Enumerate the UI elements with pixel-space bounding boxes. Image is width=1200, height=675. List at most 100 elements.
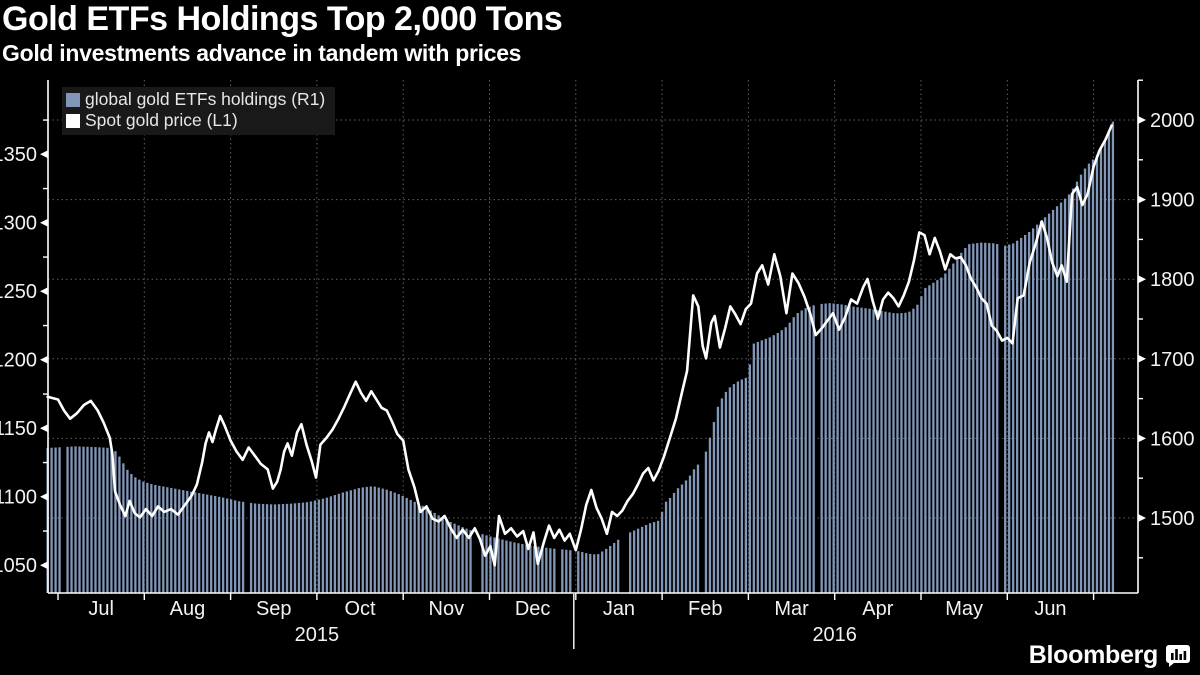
holdings-bar: [253, 503, 257, 593]
holdings-bar: [952, 263, 955, 593]
holdings-bar: [389, 491, 392, 593]
holdings-bar: [1039, 220, 1043, 593]
holdings-bar: [441, 517, 444, 593]
holdings-bar: [1107, 130, 1111, 593]
holdings-bar: [489, 536, 492, 593]
holdings-bar: [321, 498, 325, 593]
holdings-bar: [337, 493, 341, 593]
holdings-bar: [972, 243, 975, 593]
holdings-bar: [628, 532, 632, 593]
holdings-bar: [94, 447, 97, 593]
holdings-bar: [361, 487, 364, 593]
holdings-bar: [297, 502, 301, 593]
holdings-bar: [90, 446, 93, 593]
holdings-bar: [233, 500, 237, 593]
holdings-bar: [1035, 224, 1039, 593]
left-axis-tick-label: 1150: [0, 418, 37, 440]
holdings-bar: [920, 296, 923, 593]
holdings-bar: [74, 446, 77, 593]
holdings-bar: [796, 313, 799, 593]
holdings-bar: [301, 502, 305, 593]
right-major-tick: [1138, 275, 1146, 284]
left-axis-tick-label: 1250: [0, 281, 37, 303]
holdings-bar: [481, 534, 484, 593]
holdings-bar: [1111, 121, 1115, 593]
holdings-bar: [1055, 206, 1059, 594]
bars-series-holdings: [46, 121, 1115, 594]
holdings-bar: [868, 308, 871, 593]
holdings-bar: [497, 538, 500, 593]
holdings-bar: [916, 304, 919, 593]
holdings-bar: [748, 364, 751, 593]
holdings-bar: [940, 277, 943, 593]
holdings-bar: [549, 548, 552, 593]
left-major-tick: [40, 561, 48, 570]
holdings-bar: [529, 545, 532, 593]
left-axis-tick-label: 1050: [0, 555, 37, 577]
holdings-bar: [589, 553, 592, 593]
holdings-bar: [804, 308, 807, 593]
holdings-bar: [824, 303, 827, 593]
holdings-bar: [692, 469, 696, 593]
holdings-bar: [417, 503, 420, 593]
holdings-bar: [194, 492, 197, 593]
holdings-bar: [597, 554, 600, 593]
holdings-bar: [186, 490, 189, 593]
holdings-bar: [98, 447, 101, 593]
x-month-label: Jan: [603, 598, 635, 620]
holdings-bar: [988, 243, 991, 593]
left-axis-tick-label: 1300: [0, 212, 37, 234]
right-axis-tick-label: 1600: [1150, 428, 1195, 450]
holdings-bar: [457, 525, 460, 593]
holdings-bar: [349, 490, 352, 593]
holdings-bar: [437, 515, 440, 593]
holdings-bar: [928, 285, 931, 593]
holdings-bar: [210, 495, 213, 593]
holdings-bar: [756, 341, 759, 593]
holdings-bar: [1043, 217, 1047, 593]
holdings-bar: [872, 309, 875, 593]
holdings-bar: [413, 501, 416, 593]
holdings-bar: [449, 521, 452, 593]
holdings-bar: [884, 311, 887, 593]
right-major-tick: [1138, 514, 1146, 522]
holdings-bar: [688, 475, 692, 593]
holdings-bar: [138, 479, 141, 593]
holdings-bar: [632, 530, 636, 593]
holdings-bar: [609, 545, 612, 593]
left-axis-tick-label: 1100: [0, 486, 37, 508]
holdings-bar: [644, 524, 648, 593]
holdings-bar: [265, 504, 269, 593]
holdings-bar: [485, 535, 488, 593]
x-month-label: Oct: [344, 598, 376, 620]
holdings-bar: [429, 510, 432, 593]
holdings-bar: [660, 511, 664, 593]
holdings-bar: [397, 494, 400, 593]
x-month-label: Dec: [515, 598, 551, 620]
holdings-bar: [904, 312, 907, 593]
holdings-bar: [896, 313, 899, 593]
holdings-bar: [317, 499, 321, 593]
year-label-2015: 2015: [295, 624, 340, 646]
holdings-bar: [772, 335, 775, 593]
holdings-bar: [1016, 240, 1019, 594]
price-swatch-icon: [66, 113, 80, 128]
holdings-bar: [369, 486, 372, 593]
holdings-bar: [848, 305, 851, 593]
holdings-bar: [277, 504, 281, 593]
left-major-tick: [40, 287, 48, 296]
legend-label-price: Spot gold price (L1): [85, 110, 238, 130]
chart-header: Gold ETFs Holdings Top 2,000 Tons Gold i…: [2, 1, 563, 67]
holdings-bar: [1051, 209, 1055, 593]
holdings-bar: [281, 504, 285, 593]
holdings-bar: [218, 496, 221, 593]
holdings-bar: [792, 317, 795, 593]
right-major-tick: [1138, 354, 1146, 363]
legend-item-price: Spot gold price (L1): [66, 110, 325, 131]
holdings-bar: [309, 501, 313, 593]
x-month-label: Nov: [429, 598, 465, 620]
holdings-bar: [365, 486, 368, 593]
holdings-bar: [808, 306, 811, 593]
holdings-bar: [788, 322, 791, 593]
spot-gold-price-line: [46, 124, 1113, 567]
